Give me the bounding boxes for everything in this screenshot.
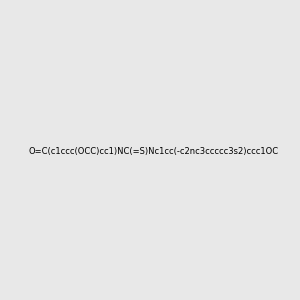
Text: O=C(c1ccc(OCC)cc1)NC(=S)Nc1cc(-c2nc3ccccc3s2)ccc1OC: O=C(c1ccc(OCC)cc1)NC(=S)Nc1cc(-c2nc3cccc… bbox=[29, 147, 279, 156]
